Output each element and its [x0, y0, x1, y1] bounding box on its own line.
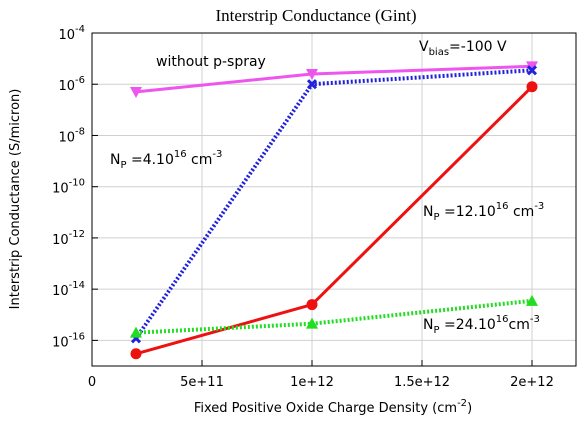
annotation-without-p-spray: without p-spray: [156, 54, 266, 70]
data-point-np4: [526, 65, 538, 76]
y-tick-label: 10-4: [58, 24, 85, 43]
data-point-np4: [306, 79, 318, 90]
data-point-np12: [130, 348, 142, 360]
y-tick-label: 10-14: [52, 280, 85, 299]
series-markers: [130, 61, 538, 360]
x-axis-label: Fixed Positive Oxide Charge Density (cm-…: [194, 398, 472, 416]
y-tick-labels: 10-4 10-6 10-8 10-10 10-12 10-14 10-16: [52, 24, 85, 350]
data-point-np12: [306, 299, 318, 311]
series-line-without: [135, 64, 533, 94]
x-tick-label: 5e+11: [180, 375, 224, 390]
x-tick-labels: 0 5e+11 1e+12 1.5e+12 2e+12: [88, 375, 554, 390]
data-point-np24: [306, 317, 318, 329]
grid: [91, 32, 576, 366]
x-tick-label: 2e+12: [510, 375, 554, 390]
y-tick-label: 10-12: [52, 229, 85, 248]
annotation-np12: NP =12.1016 cm-3: [423, 201, 544, 223]
y-tick-label: 10-8: [58, 126, 85, 145]
x-tick-label: 1e+12: [290, 375, 334, 390]
annotation-vbias: Vbias=-100 V: [419, 39, 507, 58]
x-tick-label: 0: [88, 375, 96, 390]
data-point-np24: [526, 294, 538, 306]
series-line-np12: [135, 85, 534, 356]
x-tick-label: 1.5e+12: [394, 375, 450, 390]
data-point-without: [526, 61, 538, 73]
data-point-without: [306, 69, 318, 81]
data-point-np24: [130, 326, 142, 338]
data-point-np12: [526, 81, 538, 93]
y-tick-label: 10-16: [52, 331, 85, 350]
plot-frame: [91, 32, 577, 367]
chart-title: Interstrip Conductance (Gint): [215, 6, 416, 25]
data-point-without: [130, 86, 142, 98]
y-tick-label: 10-10: [52, 178, 85, 197]
annotation-np24: NP =24.1016cm-3: [423, 314, 540, 336]
annotation-np4: NP =4.1016 cm-3: [110, 149, 222, 171]
y-axis-label: Interstrip Conductance (S/micron): [8, 89, 23, 310]
y-tick-label: 10-6: [58, 75, 85, 94]
